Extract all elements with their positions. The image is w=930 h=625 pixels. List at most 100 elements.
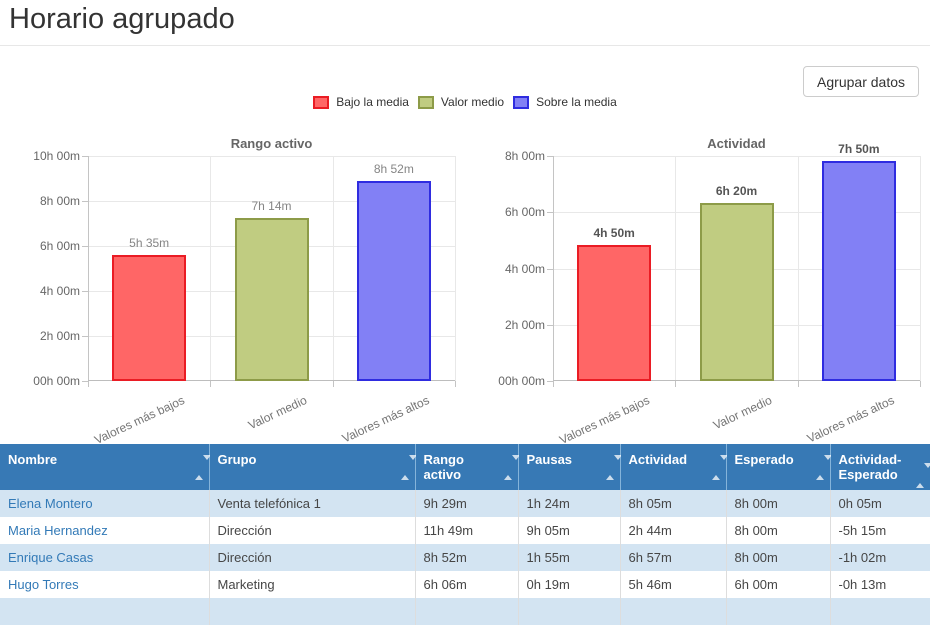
bar-value-label: 8h 52m bbox=[373, 162, 414, 177]
cell-grupo: Dirección bbox=[208, 544, 415, 571]
bar-valor-medio[interactable] bbox=[234, 218, 309, 381]
chart-title: Actividad bbox=[707, 136, 766, 151]
cell-actividad-esperado: -5h 15m bbox=[829, 517, 930, 544]
cell-esperado: 8h 00m bbox=[725, 544, 830, 571]
sort-up-arrow-icon bbox=[605, 460, 614, 480]
column-header-label: Grupo bbox=[217, 452, 257, 467]
column-header-nombre[interactable]: Nombre bbox=[0, 444, 211, 490]
cell-rango-activo: 11h 49m bbox=[414, 517, 518, 544]
y-tick-label: 00h 00m bbox=[498, 374, 545, 388]
y-tick-label: 00h 00m bbox=[33, 374, 80, 388]
cell-pausas: 0h 19m bbox=[517, 571, 620, 598]
gridline bbox=[88, 201, 455, 202]
legend-item-1[interactable]: Valor medio bbox=[417, 95, 504, 109]
bar-value-label: 7h 50m bbox=[838, 141, 880, 156]
x-category-label: Valor medio bbox=[711, 393, 775, 433]
bar-valor-medio[interactable] bbox=[699, 202, 774, 381]
gridline bbox=[332, 156, 334, 381]
bar-valores-más-bajos[interactable] bbox=[577, 245, 652, 381]
sort-icon bbox=[815, 455, 832, 480]
x-category-label: Valores más altos bbox=[340, 393, 432, 446]
x-category-label: Valor medio bbox=[246, 393, 310, 433]
y-tick-mark bbox=[82, 246, 88, 247]
x-tick-mark bbox=[675, 381, 677, 387]
table-row: Elena Montero Venta telefónica 1 9h 29m 1h … bbox=[0, 490, 930, 517]
table-row: Hugo Torres Marketing 6h 06m 0h 19m 5h 46m 6h… bbox=[0, 571, 930, 598]
y-tick-label: 8h 00m bbox=[39, 194, 80, 208]
page-title: Horario agrupado bbox=[9, 3, 235, 35]
column-header-label: Actividad-Esperado bbox=[838, 452, 902, 482]
cell-rango-activo: 6h 06m bbox=[414, 571, 518, 598]
cell-actividad-esperado: -1h 02m bbox=[829, 544, 930, 571]
cell-pausas: 1h 24m bbox=[517, 490, 620, 517]
y-tick-mark bbox=[547, 156, 553, 157]
y-tick-mark bbox=[547, 212, 553, 214]
gridline bbox=[675, 156, 677, 381]
sort-up-arrow-icon bbox=[400, 460, 409, 480]
sort-icon bbox=[400, 455, 417, 480]
cell-esperado: 8h 00m bbox=[725, 517, 830, 544]
cell-nombre[interactable]: Elena Montero bbox=[0, 490, 209, 517]
x-tick-mark bbox=[920, 381, 921, 387]
column-header-pausas[interactable]: Pausas bbox=[517, 444, 622, 490]
sort-icon bbox=[711, 455, 728, 480]
cell-actividad: 8h 05m bbox=[619, 490, 726, 517]
legend-swatch-icon bbox=[513, 95, 530, 109]
sort-icon bbox=[194, 455, 211, 480]
column-header-rango-activo[interactable]: Rango activo bbox=[414, 444, 520, 490]
chart-rango-activo: Rango activo 10h 00m 8h 00m 6h 00m 4h 00m 2h … bbox=[0, 132, 465, 448]
column-header-label: Esperado bbox=[734, 452, 794, 467]
bar-value-label: 5h 35m bbox=[129, 236, 170, 251]
gridline bbox=[920, 156, 921, 381]
y-tick-label: 10h 00m bbox=[33, 149, 80, 163]
legend-item-0[interactable]: Bajo la media bbox=[313, 95, 409, 109]
x-tick-mark bbox=[210, 381, 212, 387]
cell-grupo: Dirección bbox=[208, 517, 415, 544]
bar-value-label: 4h 50m bbox=[593, 226, 635, 241]
column-header-actividad-esperado[interactable]: Actividad-Esperado bbox=[829, 444, 930, 490]
bar-valores-más-bajos[interactable] bbox=[112, 255, 187, 381]
table-header-row: Nombre Grupo Rango activo Pausas Actividad Es… bbox=[0, 444, 930, 490]
cell-nombre[interactable]: Maria Hernandez bbox=[0, 517, 209, 544]
y-tick-label: 2h 00m bbox=[39, 329, 80, 343]
cell-actividad: 2h 44m bbox=[619, 517, 726, 544]
chart-plot-area bbox=[82, 156, 456, 387]
cell-empty bbox=[619, 598, 726, 625]
column-header-actividad[interactable]: Actividad bbox=[619, 444, 728, 490]
y-tick-label: 2h 00m bbox=[504, 317, 545, 332]
y-tick-mark bbox=[547, 381, 553, 382]
column-header-label: Rango activo bbox=[423, 452, 464, 482]
cell-grupo: Venta telefónica 1 bbox=[208, 490, 415, 517]
chart-legend: Bajo la media Valor medio Sobre la media bbox=[0, 95, 930, 109]
sort-up-arrow-icon bbox=[711, 460, 720, 480]
y-tick-label: 6h 00m bbox=[504, 205, 545, 220]
cell-actividad-esperado: -0h 13m bbox=[829, 571, 930, 598]
cell-nombre[interactable]: Enrique Casas bbox=[0, 544, 209, 571]
cell-pausas: 1h 55m bbox=[517, 544, 620, 571]
column-header-label: Actividad bbox=[628, 452, 688, 467]
column-header-esperado[interactable]: Esperado bbox=[725, 444, 832, 490]
column-header-grupo[interactable]: Grupo bbox=[208, 444, 417, 490]
x-category-label: Valores más bajos bbox=[92, 393, 188, 448]
gridline bbox=[797, 156, 799, 381]
agrupar-datos-button[interactable]: Agrupar datos bbox=[803, 66, 919, 97]
gridline bbox=[553, 156, 920, 157]
x-tick-mark bbox=[797, 381, 799, 387]
column-header-label: Nombre bbox=[8, 452, 58, 467]
cell-esperado: 8h 00m bbox=[725, 490, 830, 517]
chart-title: Rango activo bbox=[230, 136, 313, 151]
cell-actividad: 5h 46m bbox=[619, 571, 726, 598]
sort-down-arrow-icon bbox=[924, 463, 930, 483]
cell-rango-activo: 9h 29m bbox=[414, 490, 518, 517]
cell-pausas: 9h 05m bbox=[517, 517, 620, 544]
y-tick-mark bbox=[82, 336, 88, 337]
legend-item-2[interactable]: Sobre la media bbox=[513, 95, 617, 109]
bar-valores-más-altos[interactable] bbox=[356, 181, 431, 381]
sort-up-arrow-icon bbox=[916, 468, 924, 488]
bar-valores-más-altos[interactable] bbox=[821, 160, 896, 381]
cell-empty bbox=[517, 598, 620, 625]
cell-nombre[interactable]: Hugo Torres bbox=[0, 571, 209, 598]
title-divider bbox=[0, 45, 930, 46]
table-row: Maria Hernandez Dirección 11h 49m 9h 05m 2h … bbox=[0, 517, 930, 544]
y-tick-mark bbox=[82, 291, 88, 292]
